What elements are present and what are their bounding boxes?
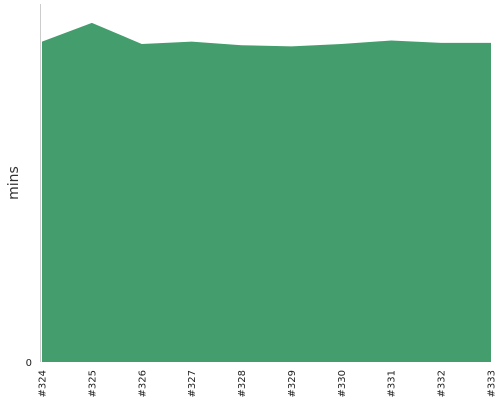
- x-tick-label: #326: [137, 370, 148, 397]
- x-ticks: #324 #325 #326 #327 #328 #329 #330 #331 #332 #333: [38, 370, 498, 397]
- y-tick-label: 0: [26, 358, 32, 369]
- x-tick-label: #328: [237, 370, 248, 397]
- y-ticks: 0: [26, 358, 32, 369]
- plot-area: [42, 22, 491, 363]
- x-tick-label: #327: [187, 370, 198, 397]
- y-axis-label: mins: [6, 166, 22, 200]
- x-tick-label: #331: [387, 370, 398, 397]
- x-tick-label: #325: [87, 370, 98, 397]
- x-tick-label: #330: [337, 370, 348, 397]
- x-tick-label: #332: [437, 370, 448, 397]
- x-tick-label: #324: [38, 370, 49, 397]
- x-tick-label: #333: [487, 370, 498, 397]
- x-tick-label: #329: [287, 370, 298, 397]
- area-series: [42, 22, 491, 363]
